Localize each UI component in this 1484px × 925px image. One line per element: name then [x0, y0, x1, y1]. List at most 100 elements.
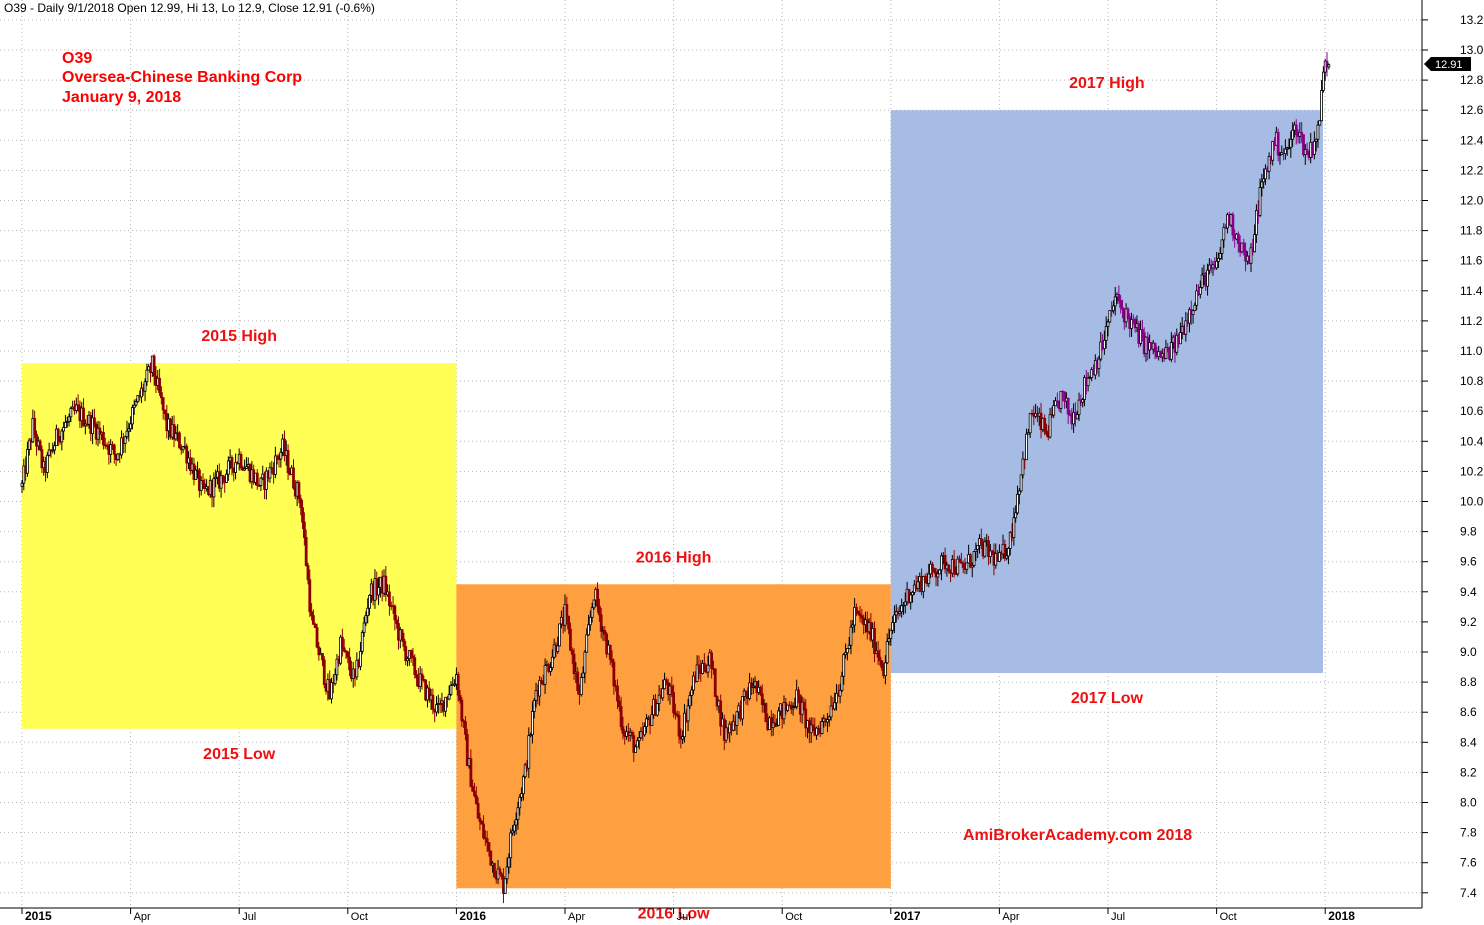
candle-body — [987, 540, 990, 557]
candle-body — [1327, 64, 1331, 68]
candle-body — [809, 724, 813, 734]
candle-body — [969, 554, 972, 568]
candle-body — [740, 696, 744, 720]
candle-body — [1119, 300, 1123, 308]
candle-body — [473, 790, 476, 797]
candle-body — [453, 683, 456, 686]
candle-body — [194, 469, 198, 480]
candle-body — [1276, 131, 1280, 156]
candle-body — [529, 734, 533, 737]
candle-body — [1218, 253, 1222, 259]
candle-body — [1081, 399, 1085, 403]
candle-body — [1088, 377, 1092, 380]
candle-body — [226, 460, 230, 475]
candle-body — [569, 628, 572, 651]
candle-body — [91, 417, 94, 434]
candle-body — [940, 555, 943, 571]
y-tick-label: 8.8 — [1460, 675, 1477, 689]
candle-body — [1215, 260, 1218, 269]
candle-body — [264, 470, 268, 490]
candle-body — [465, 733, 469, 767]
candle-body — [990, 550, 994, 553]
candle-body — [1166, 347, 1170, 351]
candle-body — [592, 599, 596, 609]
candle-body — [931, 563, 934, 570]
candle-body — [1099, 341, 1103, 360]
y-tick-label: 11.6 — [1460, 254, 1483, 268]
candle-body — [775, 724, 779, 727]
candle-body — [998, 552, 1001, 562]
x-tick-label: Oct — [785, 911, 802, 923]
candle-body — [885, 641, 889, 664]
candle-body — [306, 565, 310, 581]
candle-body — [1005, 555, 1009, 559]
candle-body — [65, 420, 69, 423]
y-tick-label: 13.0 — [1460, 43, 1484, 57]
candle-body — [1258, 187, 1262, 216]
candle-body — [1318, 120, 1322, 126]
candle-body — [143, 381, 147, 392]
candle-body — [1291, 129, 1295, 140]
candle-body — [1059, 391, 1063, 409]
candle-body — [1008, 531, 1012, 549]
y-axis: 13.2 13.0 12.8 12.6 12.4 12.2 12.0 11.8 11.6 11.4… — [1422, 13, 1484, 900]
candle-body — [230, 457, 234, 469]
candle-body — [744, 690, 748, 696]
candle-body — [330, 682, 333, 700]
candle-body — [1068, 413, 1072, 416]
candle-body — [62, 427, 66, 432]
y-tick-label: 11.2 — [1460, 314, 1483, 328]
candle-body — [145, 369, 149, 383]
candle-body — [1016, 493, 1019, 514]
y-tick-label: 13.2 — [1460, 13, 1484, 27]
candle-body — [1320, 89, 1323, 122]
candle-body — [469, 758, 473, 788]
candle-body — [661, 688, 665, 699]
x-tick-label: Jul — [677, 911, 691, 923]
candle-body — [616, 685, 619, 702]
candle-body — [1054, 400, 1057, 407]
candle-body — [538, 680, 542, 697]
candle-body — [531, 711, 534, 736]
candle-body — [471, 786, 475, 792]
candle-body — [782, 702, 786, 720]
candle-body — [283, 438, 286, 456]
candle-body — [478, 817, 482, 822]
candle-body — [909, 594, 913, 603]
candle-body — [860, 615, 864, 619]
candle-body — [670, 685, 674, 693]
candle-body — [1271, 141, 1275, 161]
candle-body — [377, 587, 380, 596]
candle-body — [581, 672, 585, 678]
candle-body — [927, 573, 931, 585]
candle-body — [921, 576, 925, 593]
candle-body — [617, 700, 621, 707]
candle-body — [655, 703, 659, 716]
candle-body — [33, 418, 37, 435]
candle-body — [1222, 227, 1226, 241]
candle-body — [972, 551, 976, 566]
candle-body — [64, 421, 67, 428]
region-2015-low-label: 2015 Low — [203, 746, 276, 763]
candle-body — [1066, 397, 1070, 415]
candle-body — [532, 699, 536, 712]
candle-body — [255, 472, 259, 486]
candle-body — [1108, 310, 1112, 323]
candle-body — [898, 611, 902, 615]
candle-body — [47, 449, 51, 456]
y-tick-label: 8.4 — [1460, 735, 1477, 749]
candle-body — [686, 705, 690, 722]
candle-body — [588, 616, 592, 626]
candle-body — [161, 397, 165, 411]
candle-body — [1260, 181, 1264, 188]
candle-body — [958, 558, 961, 563]
candle-body — [364, 615, 368, 624]
candle-body — [409, 650, 413, 657]
candle-body — [791, 707, 795, 710]
candle-body — [876, 650, 880, 658]
candle-body — [802, 701, 806, 710]
candle-body — [487, 842, 491, 852]
last-price-tag: 12.91 — [1424, 57, 1471, 71]
x-tick-label: Jul — [242, 911, 256, 923]
y-tick-label: 9.2 — [1460, 615, 1477, 629]
